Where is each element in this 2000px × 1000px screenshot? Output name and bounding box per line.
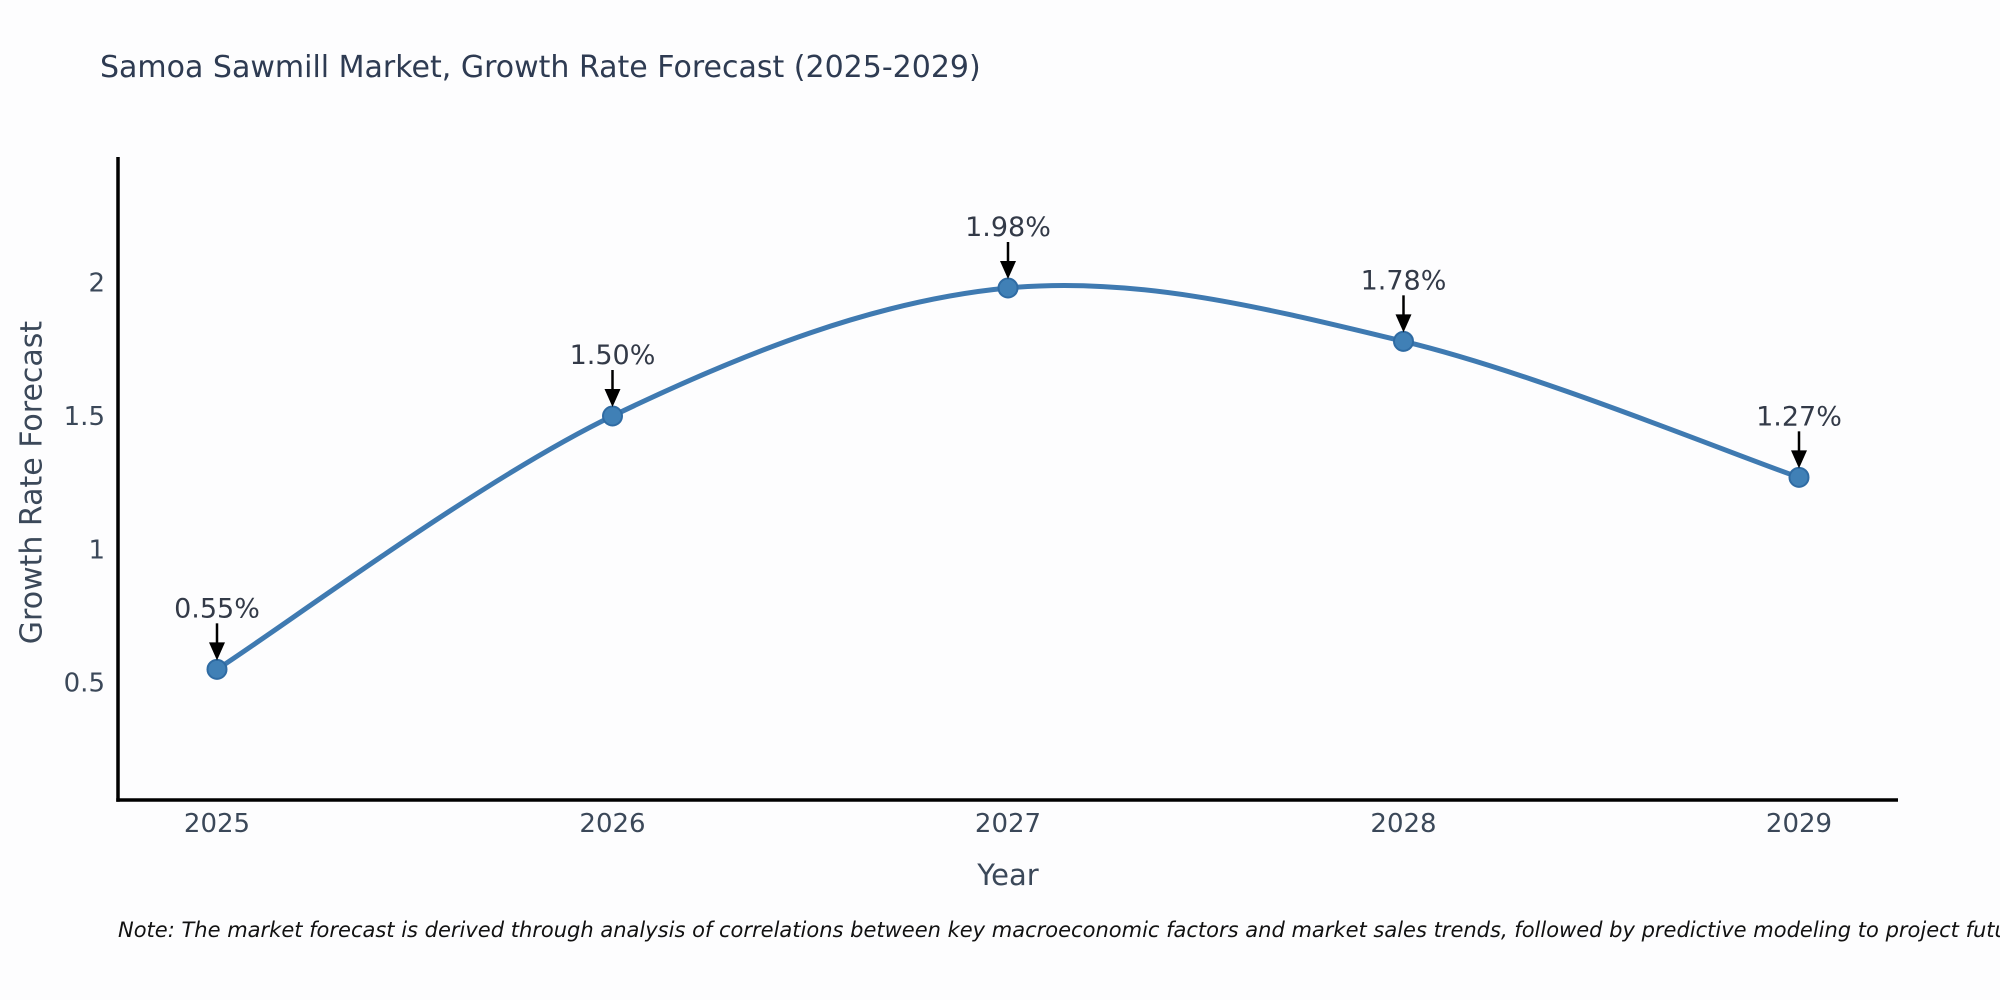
y-tick-label: 2 (88, 269, 105, 299)
point-annotation: 0.55% (174, 593, 260, 624)
data-point (206, 658, 228, 680)
x-tick-label: 2028 (1370, 809, 1436, 839)
data-point (602, 405, 623, 427)
data-point (997, 277, 1019, 299)
x-tick-label: 2026 (579, 809, 645, 839)
annotation-arrow-head (1791, 450, 1807, 469)
point-annotation: 1.50% (570, 340, 656, 371)
x-tick-label: 2025 (184, 809, 250, 839)
annotation-arrow-head (1000, 261, 1016, 279)
y-axis-label: Growth Rate Forecast (14, 320, 50, 645)
point-annotation: 1.98% (965, 212, 1051, 243)
data-point (1788, 466, 1810, 488)
x-axis-label: Year (977, 858, 1039, 892)
data-point (1393, 330, 1414, 352)
footnote-text: Note: The market forecast is derived thr… (118, 918, 2000, 942)
annotation-arrow-head (604, 389, 621, 407)
y-tick-label: 1 (88, 535, 105, 565)
point-annotation: 1.78% (1361, 265, 1447, 296)
annotation-arrow-head (209, 642, 225, 661)
point-annotation: 1.27% (1756, 401, 1842, 432)
chart-title: Samoa Sawmill Market, Growth Rate Foreca… (100, 50, 981, 85)
annotation-arrow-head (1395, 314, 1412, 333)
y-tick-label: 1.5 (64, 402, 105, 432)
x-tick-label: 2027 (975, 809, 1041, 839)
x-tick-label: 2029 (1766, 809, 1832, 839)
forecast-line (214, 282, 1802, 672)
y-tick-label: 0.5 (64, 669, 105, 699)
